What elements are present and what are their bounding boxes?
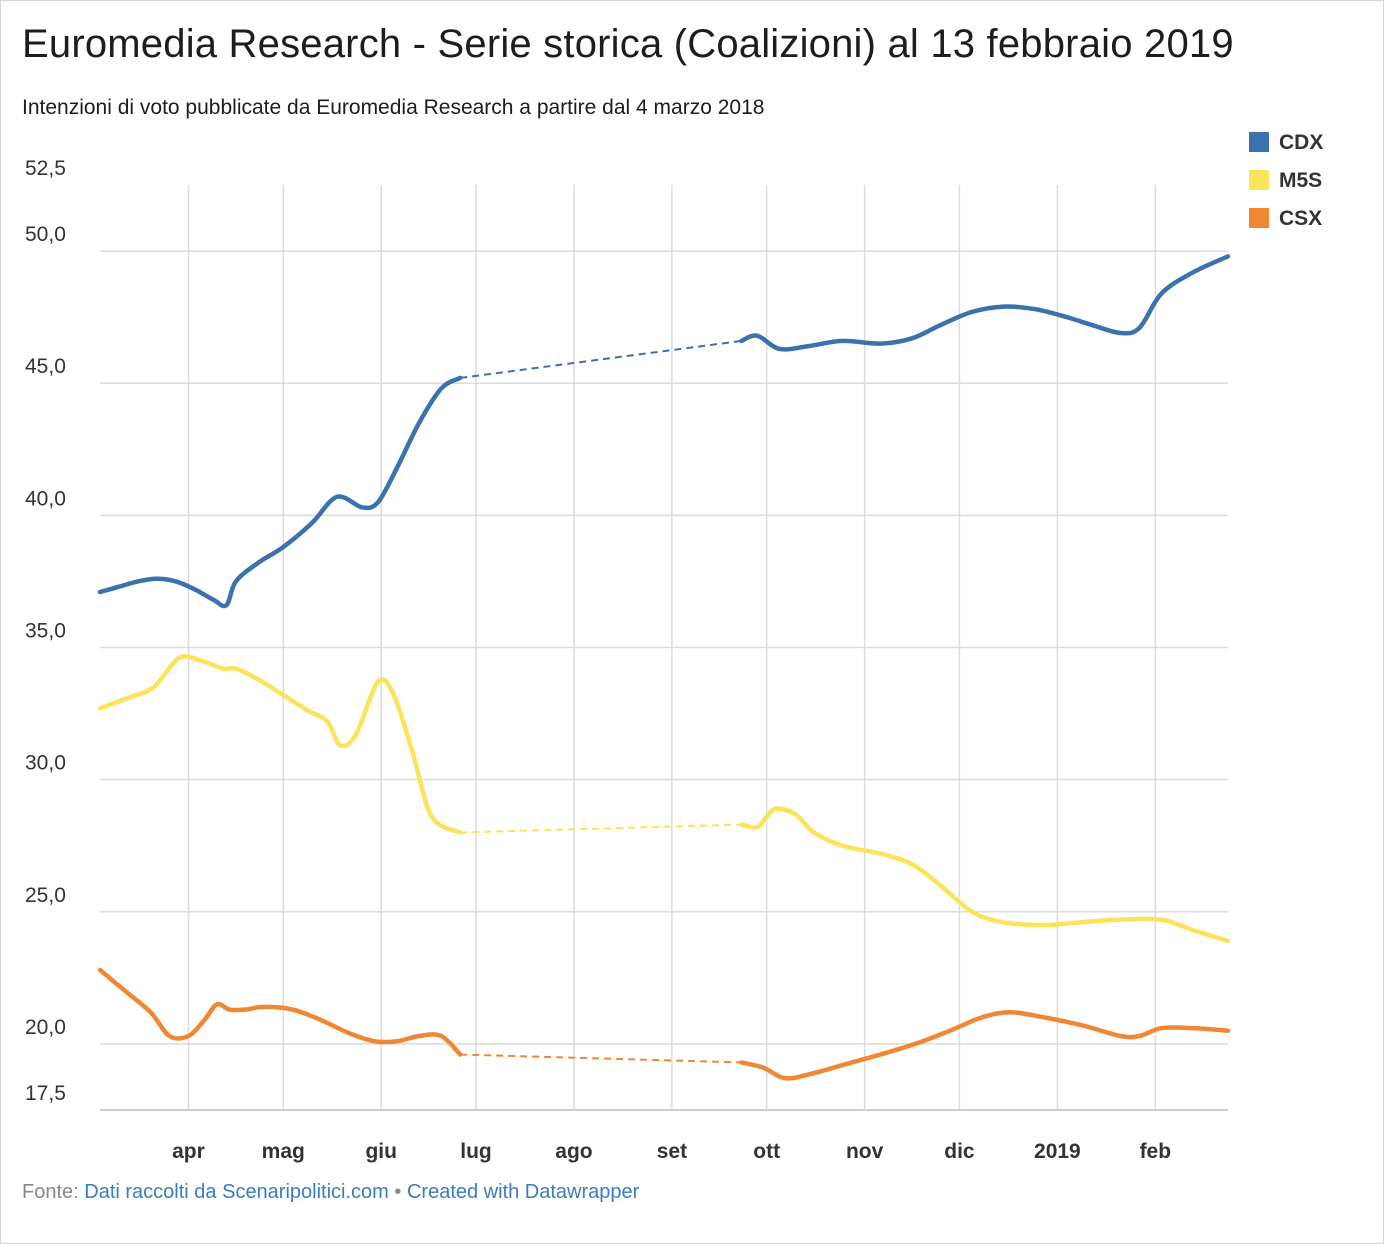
y-tick-label: 52,5 bbox=[25, 157, 66, 180]
series-line-cdx-segment bbox=[97, 375, 463, 609]
x-tick-label: feb bbox=[1140, 1140, 1172, 1163]
series-cdx bbox=[97, 254, 1231, 609]
x-axis-labels: apr mag giu lug ago set ott nov dic 2019 feb bbox=[172, 1140, 1171, 1163]
y-gridlines bbox=[100, 250, 1228, 1111]
x-tick-label: 2019 bbox=[1034, 1140, 1081, 1163]
series-line-cdx-segment bbox=[739, 254, 1231, 352]
x-tick-label: apr bbox=[172, 1140, 205, 1163]
x-tick-label: giu bbox=[365, 1140, 397, 1163]
y-tick-label: 30,0 bbox=[25, 752, 66, 775]
legend-label-cdx: CDX bbox=[1279, 131, 1323, 154]
footer-source-link[interactable]: Dati raccolti da Scenaripolitici.com bbox=[84, 1181, 389, 1203]
x-tick-label: mag bbox=[262, 1140, 305, 1163]
y-tick-label: 20,0 bbox=[25, 1016, 66, 1039]
legend-swatch-cdx bbox=[1249, 132, 1269, 152]
series-line-csx-gap bbox=[460, 1053, 742, 1064]
x-tick-label: ott bbox=[753, 1140, 780, 1163]
y-tick-label: 25,0 bbox=[25, 884, 66, 907]
footer-source-label: Fonte: bbox=[22, 1181, 79, 1203]
legend: CDX M5S CSX bbox=[1249, 131, 1323, 230]
y-tick-label: 40,0 bbox=[25, 487, 66, 510]
series-line-csx-segment bbox=[97, 967, 463, 1057]
y-tick-label: 35,0 bbox=[25, 620, 66, 643]
y-tick-label: 50,0 bbox=[25, 223, 66, 246]
series-lines bbox=[97, 254, 1231, 1081]
y-axis-labels: 17,5 20,0 25,0 30,0 35,0 40,0 45,0 50,0 52,5 bbox=[25, 157, 66, 1105]
series-line-m5s-segment bbox=[739, 806, 1231, 944]
footer-separator: • bbox=[394, 1181, 402, 1203]
legend-label-m5s: M5S bbox=[1279, 169, 1322, 192]
chart-title: Euromedia Research - Serie storica (Coal… bbox=[22, 22, 1234, 66]
chart-subtitle: Intenzioni di voto pubblicate da Euromed… bbox=[22, 96, 765, 119]
legend-item-csx: CSX bbox=[1249, 207, 1322, 230]
series-line-cdx-gap bbox=[460, 339, 742, 379]
footer-credit-link[interactable]: Created with Datawrapper bbox=[406, 1181, 640, 1203]
x-tick-label: ago bbox=[555, 1140, 592, 1163]
legend-label-csx: CSX bbox=[1279, 207, 1322, 230]
series-line-csx-segment bbox=[739, 1009, 1231, 1081]
y-tick-label: 17,5 bbox=[25, 1082, 66, 1105]
footer: Fonte: Dati raccolti da Scenaripolitici.… bbox=[22, 1181, 639, 1204]
x-tick-label: nov bbox=[846, 1140, 884, 1163]
y-tick-label: 45,0 bbox=[25, 355, 66, 378]
x-tick-label: set bbox=[657, 1140, 687, 1163]
legend-swatch-csx bbox=[1249, 208, 1269, 228]
legend-swatch-m5s bbox=[1249, 170, 1269, 190]
legend-item-m5s: M5S bbox=[1249, 169, 1322, 192]
x-tick-label: lug bbox=[460, 1140, 492, 1163]
series-line-m5s-gap bbox=[460, 823, 742, 834]
x-tick-label: dic bbox=[944, 1140, 975, 1163]
series-csx bbox=[97, 967, 1231, 1081]
series-line-m5s-segment bbox=[97, 654, 463, 835]
series-m5s bbox=[97, 654, 1231, 944]
legend-item-cdx: CDX bbox=[1249, 131, 1323, 154]
